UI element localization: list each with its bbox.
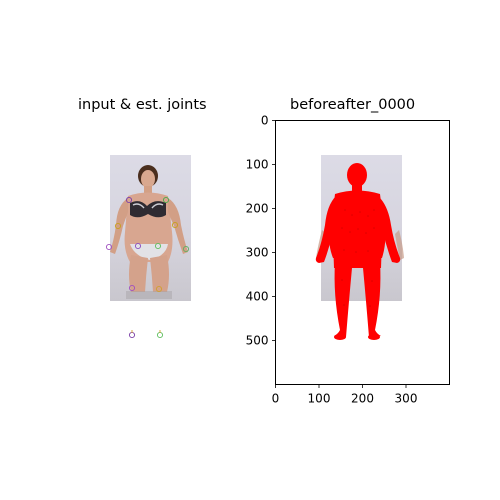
y-tick-label: 500 [246,334,269,348]
x-tick-label: 200 [351,392,374,406]
y-tick-label: 400 [246,290,269,304]
y-tick-label: 0 [261,114,269,128]
x-tick-label: 100 [308,392,331,406]
left-image-panel [106,155,191,338]
x-axis-ticks: 0 100 200 300 [272,385,418,406]
x-tick-label: 300 [395,392,418,406]
y-tick-label: 100 [246,158,269,172]
right-image-panel: 0 100 200 300 0 100 200 300 400 500 [246,114,450,406]
y-tick-label: 200 [246,202,269,216]
y-tick-label: 300 [246,246,269,260]
y-axis-ticks: 0 100 200 300 400 500 [246,114,276,348]
joint-marker [129,332,134,337]
joint-marker [157,332,162,337]
x-tick-label: 0 [272,392,280,406]
